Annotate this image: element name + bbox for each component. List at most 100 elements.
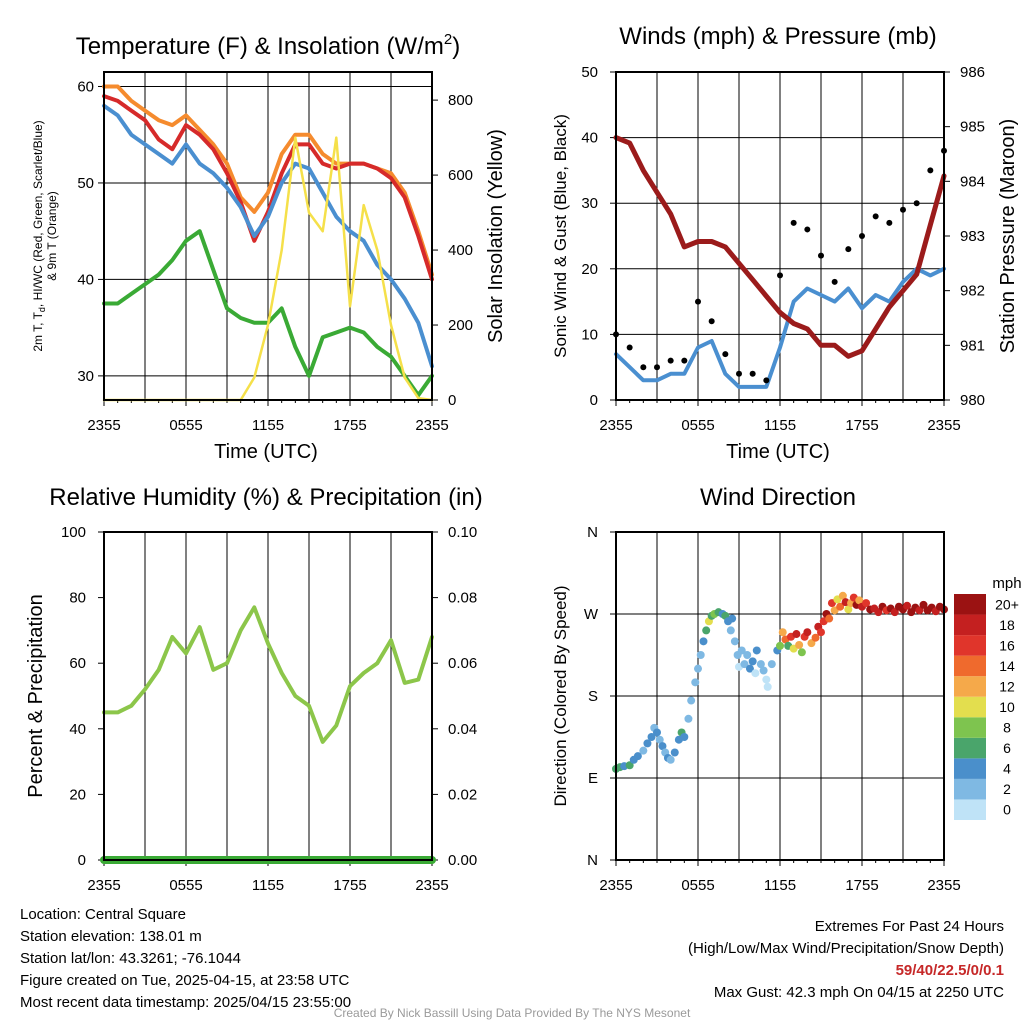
direction-dot: [855, 596, 864, 605]
wind-x-axis-label: Time (UTC): [726, 441, 830, 463]
y-tick-label: N: [587, 524, 598, 541]
black-gust-dot: [654, 364, 660, 371]
black-gust-dot: [886, 219, 893, 226]
y-tick-label: 100: [61, 524, 86, 541]
direction-dot: [919, 600, 928, 609]
x-tick-label: 2355: [87, 417, 120, 434]
temperature-insolation-panel: Temperature (F) & Insolation (W/m2) Time…: [31, 31, 507, 463]
colorbar-swatch: [954, 635, 986, 656]
black-gust-dot: [859, 233, 865, 239]
extremes-title: Extremes For Past 24 Hours: [814, 918, 1004, 935]
colorbar-label: 6: [1003, 740, 1011, 756]
black-gust-dot: [818, 252, 824, 259]
y2-tick-label: 600: [448, 167, 473, 184]
direction-dot: [762, 675, 771, 684]
colorbar-label: 18: [999, 617, 1015, 633]
y-tick-label: W: [584, 606, 599, 623]
black-gust-dot: [749, 370, 756, 377]
direction-dot: [890, 608, 899, 617]
direction-dot: [792, 630, 801, 639]
x-tick-label: 2355: [415, 877, 448, 894]
pressure-y-axis-label: Station Pressure (Maroon): [997, 119, 1019, 354]
direction-dot: [825, 614, 834, 623]
direction-dot: [684, 714, 693, 723]
direction-dot: [797, 648, 806, 657]
extremes-subtitle: (High/Low/Max Wind/Precipitation/Snow De…: [688, 940, 1004, 957]
colorbar-swatch: [954, 778, 986, 800]
direction-dot: [633, 752, 642, 761]
blue-heat-index-line: [102, 103, 434, 369]
plot-border: [615, 531, 945, 861]
y2-tick-label: 200: [448, 317, 473, 334]
y2-tick-label: 400: [448, 242, 473, 259]
y-tick-label: 20: [69, 786, 86, 803]
direction-dot: [726, 626, 735, 635]
direction-dot: [666, 755, 675, 764]
wind-chart-title: Winds (mph) & Pressure (mb): [619, 23, 936, 50]
black-gust-dot: [777, 272, 783, 279]
direction-dot: [653, 728, 661, 737]
direction-dot: [740, 660, 749, 669]
extremes-info: Extremes For Past 24 Hours (High/Low/Max…: [688, 916, 1004, 1004]
black-gust-dot: [900, 206, 906, 213]
max-gust: Max Gust: 42.3 mph On 04/15 at 2250 UTC: [713, 984, 1004, 1001]
rh-y-axis-label: Percent & Precipitation: [25, 594, 47, 797]
temp-chart-title: Temperature (F) & Insolation (W/m2): [76, 31, 460, 60]
direction-dot: [756, 660, 765, 669]
y-tick-label: 10: [581, 326, 598, 343]
black-gust-dot: [626, 344, 633, 351]
direction-dot: [776, 641, 784, 650]
figure-created: Figure created on Tue, 2025-04-15, at 23…: [20, 972, 350, 989]
y-tick-label: 20: [581, 261, 598, 278]
x-tick-label: 2355: [415, 417, 448, 434]
y2-tick-label: 0: [448, 392, 456, 409]
black-gust-dot: [681, 357, 688, 364]
y2-tick-label: 985: [960, 119, 985, 136]
colorbar-label: 12: [999, 678, 1015, 694]
green-humidity-line: [102, 605, 434, 744]
black-gust-dot: [708, 318, 715, 325]
x-tick-label: 2355: [927, 417, 960, 434]
x-tick-label: 0555: [169, 417, 202, 434]
black-gust-dot: [763, 377, 770, 384]
credit-line: Created By Nick Bassill Using Data Provi…: [333, 1006, 691, 1020]
y-tick-label: 80: [69, 590, 86, 607]
y2-tick-label: 0.08: [448, 590, 477, 607]
direction-dot: [647, 733, 656, 741]
direction-dot: [903, 601, 912, 610]
y-tick-label: 60: [77, 78, 94, 95]
colorbar-title: mph: [992, 575, 1021, 592]
wind-y-axis-label: Sonic Wind & Gust (Blue, Black): [551, 114, 570, 358]
station-latlon: Station lat/lon: 43.3261; -76.1044: [20, 950, 242, 967]
y2-tick-label: 0.00: [448, 852, 477, 869]
direction-dot: [748, 657, 757, 666]
direction-dot: [817, 628, 825, 637]
black-gust-dot: [722, 351, 729, 358]
y2-tick-label: 0.10: [448, 524, 477, 541]
plot-border: [615, 71, 945, 401]
colorbar-swatch: [954, 758, 986, 779]
direction-dot: [687, 696, 696, 705]
dir-chart-title: Wind Direction: [700, 484, 856, 511]
black-gust-dot: [695, 298, 701, 305]
direction-dot: [915, 606, 924, 615]
colorbar-label: 10: [999, 699, 1015, 715]
y-tick-label: 50: [77, 175, 94, 192]
x-tick-label: 1755: [845, 877, 878, 894]
x-tick-label: 2355: [599, 417, 632, 434]
colorbar-swatch: [954, 799, 986, 820]
humidity-precip-panel: Relative Humidity (%) & Precipitation (i…: [25, 484, 483, 894]
y-tick-label: E: [588, 770, 598, 787]
station-info: Location: Central Square Station elevati…: [20, 904, 351, 1014]
black-gust-dot: [790, 219, 797, 226]
y2-tick-label: 984: [960, 173, 985, 190]
y-tick-label: 40: [69, 721, 86, 738]
x-tick-label: 2355: [87, 877, 120, 894]
black-gust-dot: [667, 357, 674, 364]
plot-border: [103, 531, 433, 861]
y2-tick-label: 986: [960, 64, 985, 81]
black-gust-dot: [640, 364, 647, 371]
winds-pressure-panel: Winds (mph) & Pressure (mb) Time (UTC) S…: [551, 23, 1019, 463]
y2-tick-label: 981: [960, 337, 985, 354]
x-tick-label: 1155: [252, 877, 284, 894]
